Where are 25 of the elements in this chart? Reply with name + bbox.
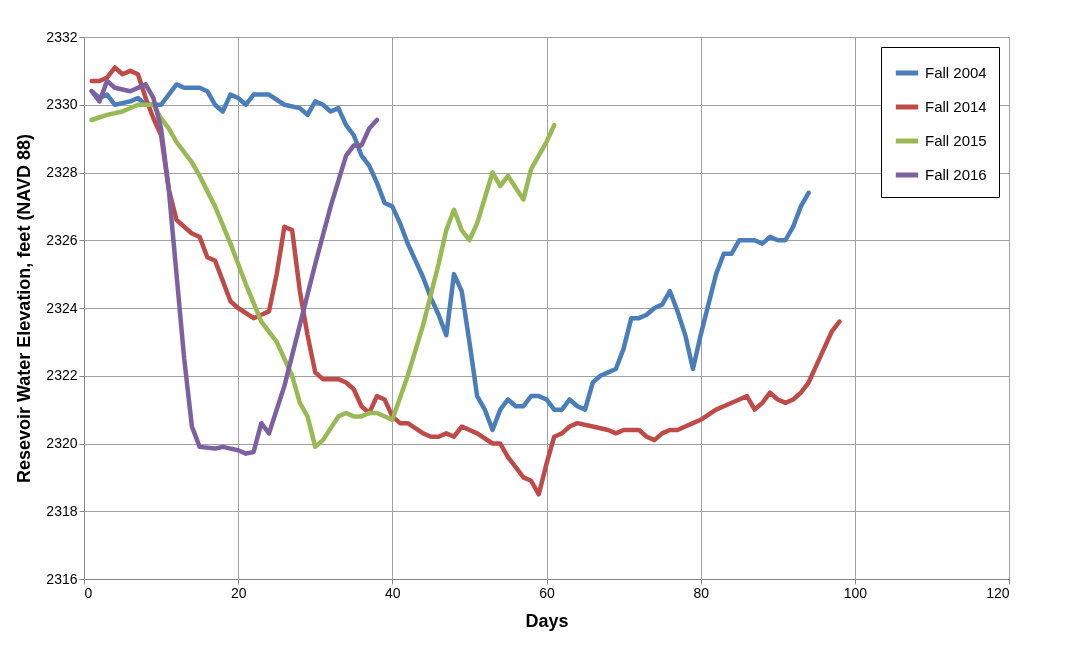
y-tick-label: 2328 [46,164,78,180]
x-tick-label: 100 [843,584,868,601]
legend-label: Fall 2016 [925,166,987,183]
x-tick-label: 80 [693,584,710,601]
x-tick-label: 60 [539,584,555,601]
x-tick-label: 120 [986,584,1010,601]
legend-label: Fall 2015 [925,132,987,149]
y-tick-label: 2326 [46,231,78,248]
x-tick-label: 40 [385,584,401,601]
line-series [89,65,842,497]
y-tick-label: 2322 [46,367,78,384]
legend-label: Fall 2014 [925,98,987,115]
y-tick-label: 2332 [46,28,78,45]
y-tick-label: 2316 [46,570,78,587]
line-series [89,78,380,456]
y-tick-label: 2330 [46,96,78,113]
x-tick-label: 0 [84,584,93,601]
x-tick-label: 20 [230,584,247,601]
x-axis-title: Days [525,610,569,631]
y-tick-label: 2318 [46,502,78,519]
y-tick-label: 2320 [46,435,78,451]
legend-label: Fall 2004 [925,64,987,81]
y-axis-title: Resevoir Water Elevation, feet (NAVD 88) [14,133,35,484]
line-series [89,102,557,450]
y-tick-label: 2324 [46,299,78,316]
